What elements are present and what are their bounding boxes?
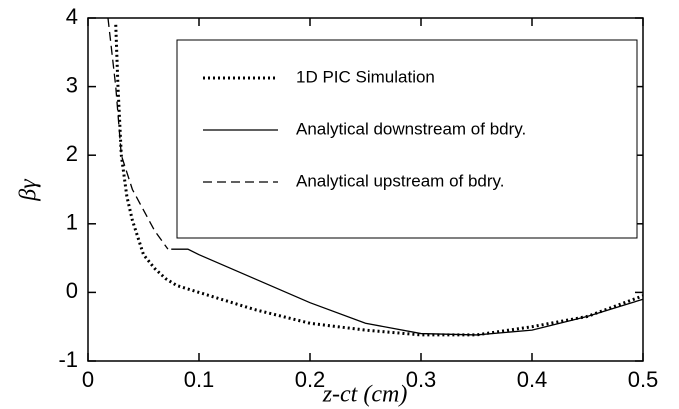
plot-frame [87, 17, 644, 362]
x-tick-label: 0.4 [517, 367, 548, 392]
y-tick-label: 1 [66, 210, 78, 235]
legend-label: Analytical upstream of bdry. [296, 171, 505, 190]
x-tick-label: 0.2 [295, 367, 326, 392]
x-tick-label: 0.5 [628, 367, 659, 392]
x-tick-label: 0.3 [406, 367, 437, 392]
y-tick-label: 0 [66, 278, 78, 303]
legend-box [176, 39, 638, 239]
series-line [107, 17, 169, 250]
y-tick-label: -1 [58, 347, 78, 372]
legend-label: 1D PIC Simulation [296, 67, 435, 86]
y-axis-label: βγ [16, 179, 42, 202]
x-axis-label: z-ct (cm) [322, 382, 408, 408]
y-tick-label: 4 [66, 4, 78, 29]
legend-label: Analytical downstream of bdry. [296, 119, 526, 138]
series-line [171, 248, 644, 336]
x-tick-label: 0 [82, 367, 94, 392]
series-line [114, 24, 644, 337]
y-tick-label: 2 [66, 141, 78, 166]
y-tick-label: 3 [66, 72, 78, 97]
x-tick-label: 0.1 [184, 367, 215, 392]
